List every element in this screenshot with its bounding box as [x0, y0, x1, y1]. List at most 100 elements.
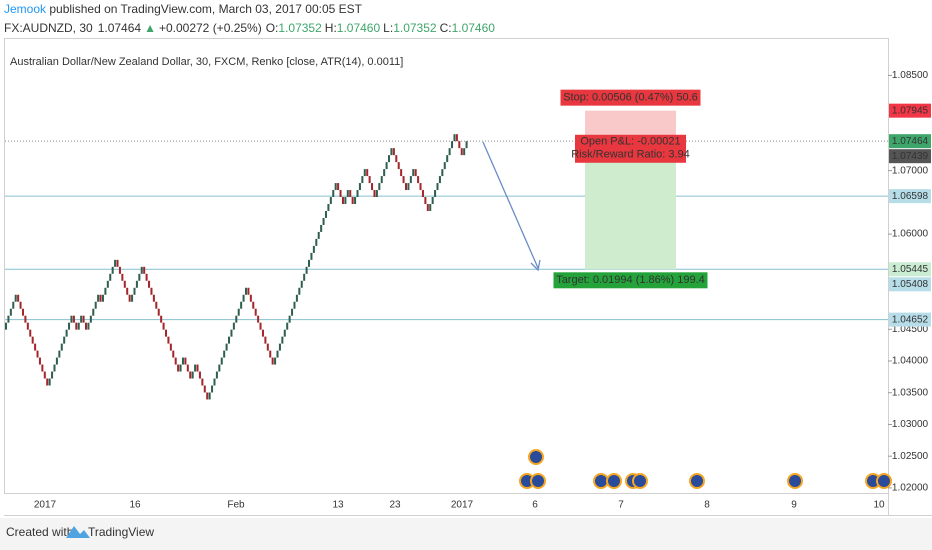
- axis-layer: 1.08500 1.07000 1.06000 1.04500 1.04000 1.035…: [34, 70, 931, 511]
- renko-brick: [75, 322, 78, 330]
- lines-layer: [5, 140, 888, 321]
- pnl-text: Open P&L: -0.00021: [580, 136, 680, 148]
- renko-brick: [138, 273, 141, 281]
- tradingview-logo: [66, 526, 90, 538]
- renko-brick: [337, 183, 340, 191]
- renko-brick: [395, 155, 398, 163]
- o: 1.07352: [278, 21, 322, 35]
- renko-brick: [230, 329, 233, 337]
- stop-text-box: [560, 89, 701, 106]
- renko-brick: [21, 308, 24, 316]
- forecast-arrow: [482, 141, 539, 269]
- renko-brick: [89, 315, 92, 323]
- arrow: ▲: [144, 21, 156, 35]
- renko-brick: [65, 329, 68, 337]
- renko-brick: [402, 176, 405, 184]
- renko-brick: [278, 343, 281, 351]
- renko-brick: [211, 385, 214, 393]
- renko-brick: [259, 322, 262, 330]
- renko-brick: [463, 148, 466, 156]
- renko-brick: [409, 176, 412, 184]
- renko-brick: [366, 169, 369, 177]
- price-label: 1.07945: [892, 105, 929, 116]
- x-tick-label: 6: [532, 500, 538, 511]
- renko-brick: [312, 245, 315, 253]
- o-label: O:: [266, 21, 279, 35]
- renko-brick: [177, 364, 180, 372]
- renko-brick: [332, 190, 335, 198]
- renko-brick: [349, 190, 352, 198]
- position-layer: Stop: 0.00506 (0.47%) 50.6 Open P&L: -0.0…: [553, 89, 708, 289]
- x-tick-label: 9: [791, 500, 797, 511]
- renko-brick: [84, 322, 88, 330]
- renko-brick: [31, 336, 34, 344]
- price-label-box: [889, 149, 931, 164]
- renko-brick: [371, 183, 374, 191]
- renko-brick: [291, 308, 294, 316]
- renko-brick: [329, 197, 332, 205]
- renko-brick: [189, 371, 192, 379]
- renko-brick: [174, 357, 177, 365]
- renko-brick: [68, 322, 71, 330]
- renko-brick: [232, 322, 235, 330]
- rr-text: Risk/Reward Ratio: 3.94: [571, 149, 690, 161]
- renko-brick: [114, 259, 117, 267]
- renko-brick: [172, 350, 175, 358]
- price-label-box: [889, 262, 931, 277]
- renko-brick: [167, 336, 170, 344]
- c-label: C:: [440, 21, 452, 35]
- arrow-head: [530, 259, 541, 272]
- renko-brick: [53, 364, 56, 372]
- renko-brick: [133, 287, 136, 295]
- renko-brick: [269, 350, 272, 358]
- renko-brick: [164, 329, 168, 337]
- x-tick-label: 2017: [451, 500, 474, 511]
- symbol: FX:AUDNZD, 30: [4, 21, 93, 35]
- renko-brick: [131, 294, 134, 302]
- header-line-2: FX:AUDNZD, 30 1.07464 ▲ +0.00272 (+0.25%) O:…: [4, 21, 495, 35]
- renko-brick: [274, 357, 277, 365]
- renko-brick: [324, 210, 328, 218]
- renko-brick: [295, 294, 298, 302]
- renko-brick: [186, 364, 189, 372]
- renko-brick: [51, 371, 54, 379]
- y-tick-label: 1.08500: [892, 70, 929, 81]
- renko-brick: [92, 308, 95, 316]
- renko-brick: [9, 308, 12, 316]
- renko-brick: [443, 162, 446, 170]
- renko-brick: [77, 322, 80, 330]
- renko-brick: [225, 343, 228, 351]
- renko-brick: [322, 217, 325, 225]
- renko-brick: [303, 273, 306, 281]
- renko-brick: [397, 162, 400, 170]
- x-tick-label: 2017: [34, 500, 57, 511]
- renko-brick: [390, 148, 393, 156]
- renko-brick: [378, 183, 381, 191]
- x-tick-label: 23: [389, 500, 401, 511]
- renko-brick: [169, 343, 172, 351]
- renko-brick: [43, 371, 46, 379]
- event-icons: [519, 449, 892, 489]
- renko-brick: [157, 308, 160, 316]
- price-label: 1.05408: [892, 279, 929, 290]
- renko-brick: [429, 204, 432, 211]
- renko-brick: [121, 273, 124, 281]
- renko-brick: [383, 169, 386, 177]
- renko-brick: [414, 169, 417, 177]
- author[interactable]: Jemook: [4, 2, 47, 16]
- renko-brick: [339, 190, 342, 198]
- renko-brick: [223, 350, 226, 358]
- footer-brand[interactable]: TradingView: [88, 525, 154, 539]
- renko-brick: [276, 350, 279, 358]
- stop-text: Stop: 0.00506 (0.47%) 50.6: [563, 92, 698, 104]
- renko-brick: [327, 204, 330, 211]
- h-label: H:: [325, 21, 337, 35]
- renko-brick: [305, 266, 308, 274]
- renko-brick: [438, 176, 441, 184]
- price-label: 1.05445: [892, 264, 929, 275]
- renko-brick: [46, 378, 49, 386]
- renko-brick: [361, 176, 364, 184]
- renko-brick: [179, 364, 182, 372]
